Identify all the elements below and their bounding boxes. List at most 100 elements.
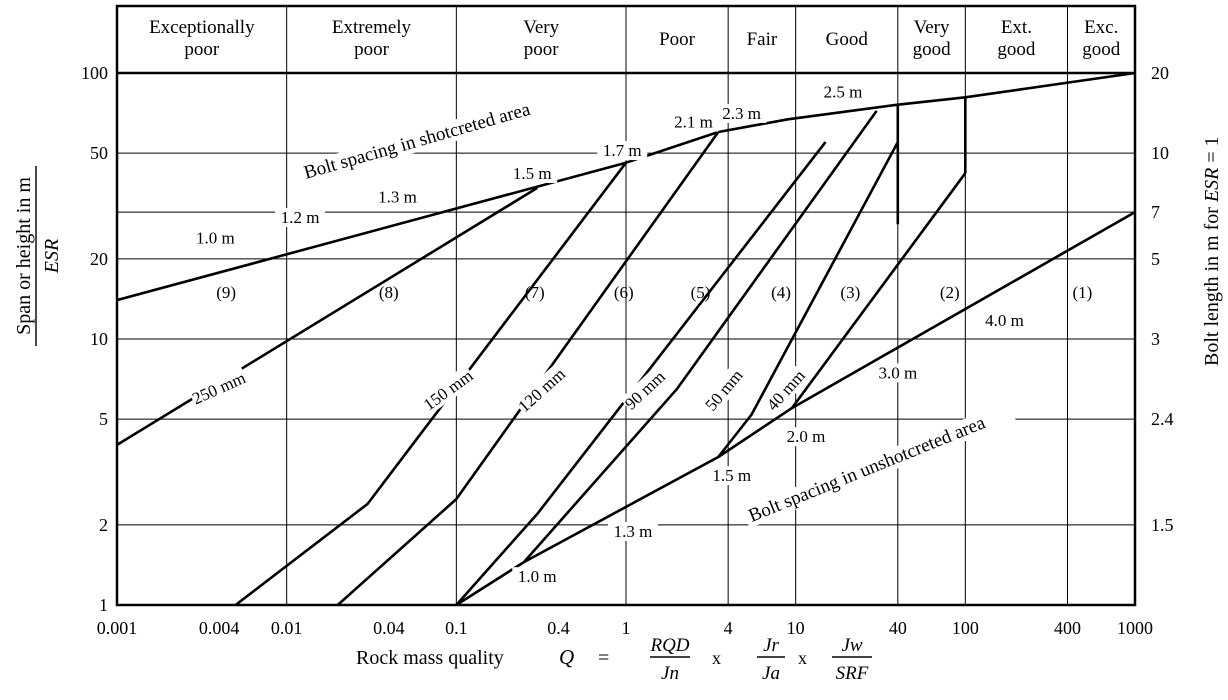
bolt-spacing-label: 2.0 m [787, 427, 826, 446]
quality-class-label: Extremely [332, 17, 412, 38]
bolt-spacing-label: 1.3 m [378, 187, 417, 206]
bolt-spacing-label: 1.2 m [281, 208, 320, 227]
bolt-spacing-label: 1.5 m [513, 164, 552, 183]
label-background [761, 364, 810, 415]
reinforcement-category-label: (7) [525, 283, 545, 302]
quality-class-label: good [1082, 39, 1121, 60]
bolt-spacing-label: 1.7 m [603, 141, 642, 160]
quality-class-label: good [997, 39, 1036, 60]
label-background [872, 363, 923, 383]
label-background [817, 82, 868, 102]
x-tick-label: 0.001 [97, 618, 138, 638]
reinforcement-category-label: (3) [840, 283, 860, 302]
label-background [706, 466, 757, 486]
quality-class-label: Exceptionally [149, 17, 255, 38]
shotcrete-thickness-text: 40 mm [763, 366, 809, 414]
series-line-7 [522, 110, 878, 563]
label-background [512, 567, 563, 587]
x-axis-label-prefix: Rock mass quality [356, 647, 504, 669]
reinforcement-category-label: (6) [614, 283, 634, 302]
rqd-jn-fraction-numerator: RQD [649, 635, 689, 656]
label-background [716, 103, 767, 123]
series-line-5 [336, 131, 720, 606]
quality-class-label: poor [184, 39, 220, 60]
y-axis-label-right-text: Bolt length in m for ESR = 1 [1201, 136, 1223, 366]
jw-srf-fraction-denominator: SRF [836, 663, 869, 684]
x-tick-label: 400 [1054, 618, 1081, 638]
y-axis-label-top: Span or height in m [13, 177, 35, 335]
shotcrete-thickness-label: 40 mm [761, 364, 810, 415]
label-background [190, 228, 241, 248]
reinforcement-category-label: (2) [940, 283, 960, 302]
quality-class-label: Exc. [1084, 17, 1118, 38]
shotcrete-thickness-label: 250 mm [188, 367, 250, 409]
x-tick-label: 100 [952, 618, 979, 638]
bolt-spacing-label: 1.5 m [712, 466, 751, 485]
right-y-tick-label: 10 [1151, 143, 1169, 163]
right-y-tick-label: 3 [1151, 329, 1160, 349]
series-group [116, 71, 1136, 607]
shotcrete-thickness-text: 50 mm [701, 366, 746, 415]
y-tick-label: 5 [99, 409, 108, 429]
x-axis-label-q: Q [559, 645, 574, 669]
series-line-6 [455, 141, 827, 606]
bolt-spacing-label: 1.0 m [196, 228, 235, 247]
reinforcement-category-label: (4) [771, 283, 791, 302]
label-background [372, 187, 423, 207]
bolt-spacing-label: 1.3 m [614, 522, 653, 541]
right-y-tick-label: 20 [1151, 63, 1169, 83]
right-y-tick-label: 7 [1151, 202, 1160, 222]
x-tick-label: 10 [787, 618, 805, 638]
label-background [979, 310, 1030, 330]
reinforcement-category-label: (9) [216, 283, 236, 302]
bolt-spacing-label: 4.0 m [985, 311, 1024, 330]
y-tick-label: 100 [81, 63, 108, 83]
quality-class-label: good [913, 39, 952, 60]
bolt-spacing-label: 2.5 m [824, 83, 863, 102]
x-tick-label: 0.004 [199, 618, 240, 638]
bolt-spacing-label: 1.0 m [518, 567, 557, 586]
y-tick-label: 1 [99, 595, 108, 615]
y-axis-label-right: Bolt length in m for ESR = 1 [1201, 136, 1223, 366]
x-tick-label: 0.04 [373, 618, 405, 638]
y-tick-label: 2 [99, 515, 108, 535]
plot-frame [115, 4, 1137, 607]
label-background [297, 90, 563, 185]
shotcrete-thickness-text: 250 mm [189, 368, 248, 408]
label-background [668, 112, 719, 132]
bolt-spacing-label: 2.1 m [674, 113, 713, 132]
rqd-jn-fraction-denominator: Jn [661, 663, 679, 684]
x-tick-label: 0.1 [445, 618, 468, 638]
label-background [608, 521, 659, 541]
series-line-4 [234, 161, 628, 607]
label-background [619, 365, 670, 414]
quality-class-label: poor [354, 39, 390, 60]
reinforcement-category-label: (8) [379, 283, 399, 302]
quality-class-label: Very [914, 17, 950, 38]
shotcrete-thickness-label: 50 mm [700, 364, 748, 416]
shotcrete-thickness-text: 120 mm [514, 364, 568, 416]
multiply-sign: x [712, 648, 721, 668]
jr-ja-fraction-denominator: Ja [762, 663, 780, 684]
label-background [741, 401, 1016, 529]
x-axis-label-equals: = [598, 647, 609, 669]
label-background [597, 141, 648, 161]
y-tick-label: 50 [90, 143, 108, 163]
quality-class-label: Good [826, 29, 869, 50]
y-tick-label: 20 [90, 249, 108, 269]
quality-class-label: poor [524, 39, 560, 60]
right-y-tick-label: 5 [1151, 249, 1160, 269]
x-tick-label: 4 [724, 618, 733, 638]
jr-ja-fraction-numerator: Jr [763, 635, 779, 656]
quality-class-label: Poor [659, 29, 696, 50]
right-y-tick-label: 1.5 [1151, 515, 1174, 535]
x-tick-label: 0.4 [547, 618, 570, 638]
series-line-9 [790, 172, 967, 409]
bolt-spacing-label: 2.3 m [722, 104, 761, 123]
quality-class-label: Very [523, 17, 559, 38]
label-background [418, 364, 478, 415]
y-tick-label: 10 [90, 329, 108, 349]
label-background [780, 427, 831, 447]
bolt-spacing-label: 3.0 m [878, 363, 917, 382]
